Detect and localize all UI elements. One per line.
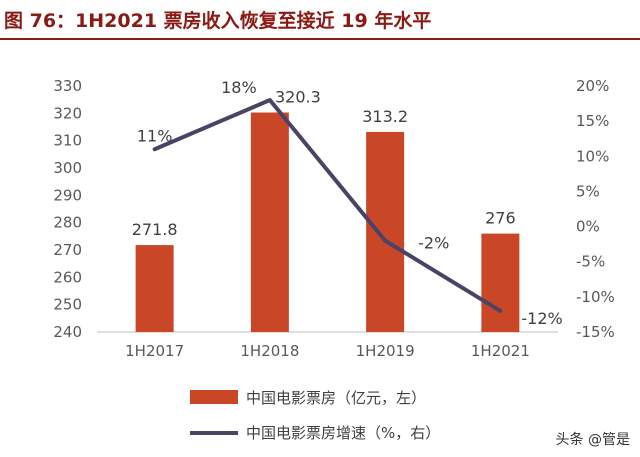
legend-bar-swatch <box>190 390 238 404</box>
bar-series <box>135 112 520 332</box>
category-label: 1H2017 <box>125 342 184 360</box>
bar-data-label: 271.8 <box>132 220 178 239</box>
line-data-labels: 11% 18% -2% -12% <box>137 78 563 328</box>
left-tick-label: 300 <box>53 159 82 177</box>
title-bar: 图 76：1H2021 票房收入恢复至接近 19 年水平 <box>0 0 640 40</box>
bar-data-label: 276 <box>485 209 516 228</box>
right-axis-ticks: -15% -10% -5% 0% 5% 10% 15% 20% <box>576 77 615 341</box>
left-tick-label: 290 <box>53 186 82 204</box>
watermark: 头条 @管是 <box>555 432 630 448</box>
left-tick-label: 270 <box>53 241 82 259</box>
bar <box>481 233 520 332</box>
category-label: 1H2021 <box>471 342 530 360</box>
line-data-label: 11% <box>137 126 173 145</box>
legend-line-label: 中国电影票房增速（%，右） <box>246 424 440 442</box>
left-tick-label: 240 <box>53 323 82 341</box>
left-tick-label: 260 <box>53 268 82 286</box>
left-tick-label: 330 <box>53 77 82 95</box>
line-data-label: 18% <box>221 78 257 97</box>
line-data-label: -2% <box>418 234 449 253</box>
line-data-label: -12% <box>521 309 562 328</box>
bar-data-label: 320.3 <box>275 88 321 107</box>
right-tick-label: -15% <box>576 323 615 341</box>
category-label: 1H2019 <box>356 342 415 360</box>
category-label: 1H2018 <box>240 342 299 360</box>
bar <box>366 131 405 332</box>
legend: 中国电影票房（亿元，左） 中国电影票房增速（%，右） <box>190 389 440 442</box>
right-tick-label: 20% <box>576 77 609 95</box>
left-tick-label: 280 <box>53 214 82 232</box>
right-tick-label: 15% <box>576 112 609 130</box>
right-tick-label: -5% <box>576 253 605 271</box>
bar-data-labels: 271.8 320.3 313.2 276 <box>132 88 516 240</box>
left-axis-ticks: 240 250 260 270 280 290 300 310 320 330 <box>53 77 82 341</box>
left-tick-label: 250 <box>53 296 82 314</box>
line-path <box>152 98 503 313</box>
page-title: 图 76：1H2021 票房收入恢复至接近 19 年水平 <box>4 10 432 32</box>
right-tick-label: 0% <box>576 218 600 236</box>
left-tick-label: 310 <box>53 132 82 150</box>
right-tick-label: 5% <box>576 182 600 200</box>
category-labels: 1H2017 1H2018 1H2019 1H2021 <box>125 342 530 360</box>
left-tick-label: 320 <box>53 104 82 122</box>
legend-bar-label: 中国电影票房（亿元，左） <box>246 389 426 407</box>
bar <box>250 112 289 332</box>
bar <box>135 245 174 332</box>
bar-data-label: 313.2 <box>362 107 408 126</box>
right-tick-label: -10% <box>576 288 615 306</box>
line-series <box>152 98 503 313</box>
right-tick-label: 10% <box>576 147 609 165</box>
